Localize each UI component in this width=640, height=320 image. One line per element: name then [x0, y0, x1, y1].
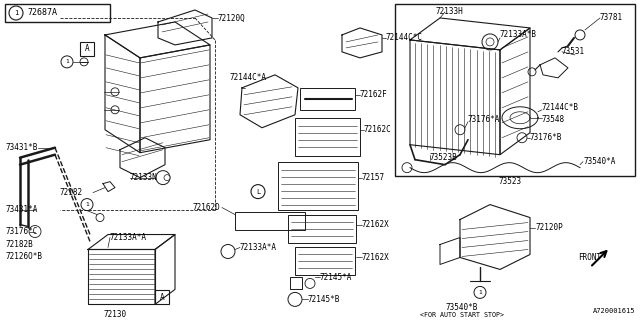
Text: 73523: 73523 [499, 177, 522, 186]
Text: 72162X: 72162X [362, 220, 390, 229]
Circle shape [80, 58, 88, 66]
Circle shape [96, 213, 104, 221]
Text: 73176*A: 73176*A [468, 115, 500, 124]
Circle shape [221, 244, 235, 259]
Text: 72182B: 72182B [5, 240, 33, 249]
Text: 73523B: 73523B [430, 153, 458, 162]
Text: 73431*A: 73431*A [5, 205, 37, 214]
Bar [295, 247, 355, 276]
Text: A: A [160, 293, 164, 302]
Bar [295, 118, 360, 156]
Text: 73431*B: 73431*B [5, 143, 37, 152]
Text: 72133A*A: 72133A*A [240, 243, 277, 252]
Text: 1: 1 [65, 60, 69, 64]
Text: 72133A*A: 72133A*A [110, 233, 147, 242]
Text: <FOR AUTO START STOP>: <FOR AUTO START STOP> [420, 312, 504, 318]
Circle shape [474, 286, 486, 298]
Text: 73548: 73548 [542, 115, 565, 124]
Text: 72133A*B: 72133A*B [500, 30, 537, 39]
Text: 72162X: 72162X [362, 253, 390, 262]
Circle shape [575, 30, 585, 40]
Circle shape [486, 38, 494, 46]
Text: A: A [84, 44, 90, 53]
Text: 73531: 73531 [562, 47, 585, 56]
Text: 73176*C: 73176*C [5, 227, 37, 236]
Text: 72162F: 72162F [360, 90, 388, 99]
Bar [288, 215, 356, 243]
Bar [395, 4, 635, 176]
Bar [80, 42, 94, 56]
Circle shape [528, 68, 536, 76]
Text: 1: 1 [478, 290, 482, 295]
Text: A720001615: A720001615 [593, 308, 635, 314]
Text: 73176*B: 73176*B [530, 133, 563, 142]
Circle shape [251, 185, 265, 199]
Text: 72120P: 72120P [535, 223, 563, 232]
Circle shape [164, 175, 170, 180]
Text: 72144C*C: 72144C*C [386, 33, 423, 43]
Circle shape [156, 171, 170, 185]
Text: 72145*B: 72145*B [308, 295, 340, 304]
Circle shape [517, 133, 527, 143]
Bar [278, 162, 358, 210]
Circle shape [9, 6, 23, 20]
Circle shape [81, 199, 93, 211]
Circle shape [402, 163, 412, 173]
Bar [290, 277, 302, 289]
Bar [155, 291, 169, 304]
Circle shape [111, 88, 119, 96]
Text: 72144C*B: 72144C*B [542, 103, 579, 112]
Text: 72182: 72182 [60, 188, 83, 197]
Text: 72144C*A: 72144C*A [230, 73, 267, 82]
Text: 72687A: 72687A [27, 8, 57, 18]
Text: 72133N: 72133N [130, 173, 157, 182]
Circle shape [305, 278, 315, 288]
Text: 73781: 73781 [600, 13, 623, 22]
Circle shape [61, 56, 73, 68]
Bar [235, 212, 305, 229]
Text: 73540*B: 73540*B [446, 303, 478, 312]
Text: FRONT: FRONT [579, 253, 602, 262]
Text: 1: 1 [14, 10, 18, 16]
Text: 72133H: 72133H [435, 7, 463, 16]
Bar [5, 4, 110, 22]
Circle shape [111, 106, 119, 114]
Circle shape [482, 34, 498, 50]
Text: 72162D: 72162D [192, 203, 220, 212]
Circle shape [29, 226, 41, 237]
Circle shape [288, 292, 302, 306]
Text: 72130: 72130 [104, 310, 127, 319]
Circle shape [455, 125, 465, 135]
Text: 72120Q: 72120Q [218, 13, 246, 22]
Text: 73540*A: 73540*A [583, 157, 616, 166]
Text: 72162C: 72162C [364, 125, 392, 134]
Text: L: L [256, 188, 260, 195]
Text: 1: 1 [85, 202, 89, 207]
Bar [300, 88, 355, 110]
Text: 72126O*B: 72126O*B [5, 252, 42, 261]
Text: 72145*A: 72145*A [320, 273, 353, 282]
Text: 72157: 72157 [362, 173, 385, 182]
